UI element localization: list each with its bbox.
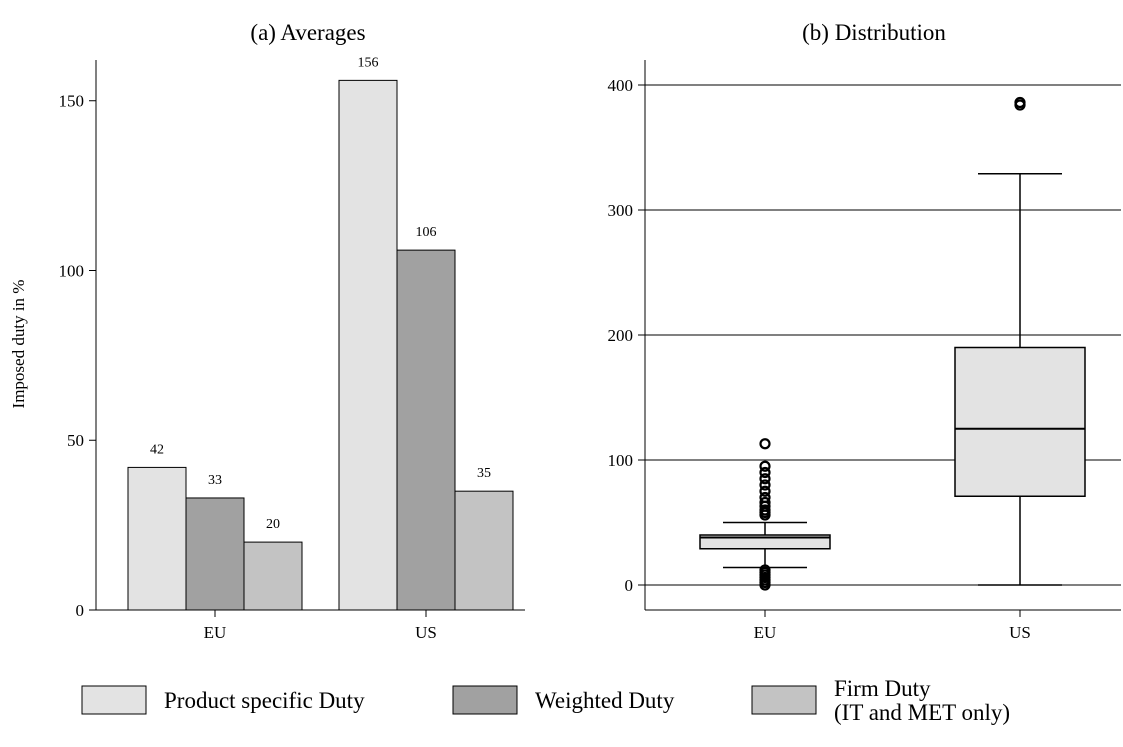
bar bbox=[454, 490, 514, 611]
y-tick-label: 300 bbox=[608, 201, 634, 220]
y-tick-label: 50 bbox=[67, 431, 84, 450]
box-group bbox=[699, 96, 1086, 591]
outlier-point bbox=[759, 496, 771, 509]
outlier-point bbox=[1014, 96, 1026, 109]
outlier-point bbox=[759, 485, 771, 497]
outlier-point bbox=[759, 466, 771, 479]
panel-averages: (a) Averages Imposed duty in % 0 50 100 150… bbox=[9, 20, 525, 642]
y-axis-label: Imposed duty in % bbox=[9, 280, 28, 409]
axes-averages: 0 50 100 150 EU US bbox=[59, 60, 525, 642]
y-tick-label: 100 bbox=[608, 451, 634, 470]
outlier-point bbox=[759, 438, 771, 450]
data-label: 106 bbox=[416, 225, 437, 240]
box-iqr bbox=[954, 346, 1086, 497]
outlier-point bbox=[759, 479, 771, 491]
legend-label: Firm Duty bbox=[834, 676, 931, 701]
box-us bbox=[954, 96, 1086, 586]
outlier-point bbox=[759, 473, 771, 485]
legend-label: Weighted Duty bbox=[535, 688, 675, 713]
legend-swatch bbox=[81, 685, 147, 715]
chart-title-averages: (a) Averages bbox=[250, 20, 365, 45]
bar bbox=[185, 497, 245, 611]
bar bbox=[338, 79, 398, 611]
legend: Product specific Duty Weighted Duty Firm D… bbox=[81, 676, 1010, 725]
data-label: 20 bbox=[266, 517, 280, 532]
box-eu bbox=[699, 438, 831, 591]
panel-distribution: (b) Distribution 0 100 200 300 400 EU US bbox=[608, 20, 1121, 642]
y-tick-label: 0 bbox=[625, 576, 634, 595]
gridlines bbox=[645, 84, 1121, 586]
outlier-point bbox=[759, 504, 771, 516]
axes-distribution: 0 100 200 300 400 EU US bbox=[608, 60, 1121, 642]
legend-item: Weighted Duty bbox=[452, 685, 675, 715]
legend-label: (IT and MET only) bbox=[834, 700, 1010, 725]
data-label: 156 bbox=[358, 55, 379, 70]
x-tick-label: EU bbox=[754, 623, 777, 642]
y-tick-label: 400 bbox=[608, 76, 634, 95]
y-tick-label: 100 bbox=[59, 261, 85, 280]
legend-swatch bbox=[751, 685, 817, 715]
outlier-point bbox=[759, 491, 771, 504]
x-tick-label: US bbox=[415, 623, 437, 642]
outlier-point bbox=[759, 564, 771, 576]
legend-item: Firm Duty(IT and MET only) bbox=[751, 676, 1010, 725]
chart-title-distribution: (b) Distribution bbox=[802, 20, 946, 45]
y-tick-label: 150 bbox=[59, 92, 85, 111]
legend-label: Product specific Duty bbox=[164, 688, 365, 713]
data-label: 35 bbox=[477, 466, 491, 481]
bar bbox=[127, 466, 187, 611]
bar bbox=[396, 249, 456, 611]
legend-item: Product specific Duty bbox=[81, 685, 365, 715]
x-tick-label: US bbox=[1009, 623, 1031, 642]
x-tick-label: EU bbox=[204, 623, 227, 642]
y-tick-label: 200 bbox=[608, 326, 634, 345]
outlier-point bbox=[759, 460, 771, 472]
bar bbox=[243, 541, 303, 611]
data-label: 42 bbox=[150, 442, 164, 457]
y-tick-label: 0 bbox=[76, 601, 85, 620]
data-label: 33 bbox=[208, 473, 222, 488]
legend-swatch bbox=[452, 685, 518, 715]
bar-group: 42 33 20 156 106 35 bbox=[127, 55, 514, 611]
